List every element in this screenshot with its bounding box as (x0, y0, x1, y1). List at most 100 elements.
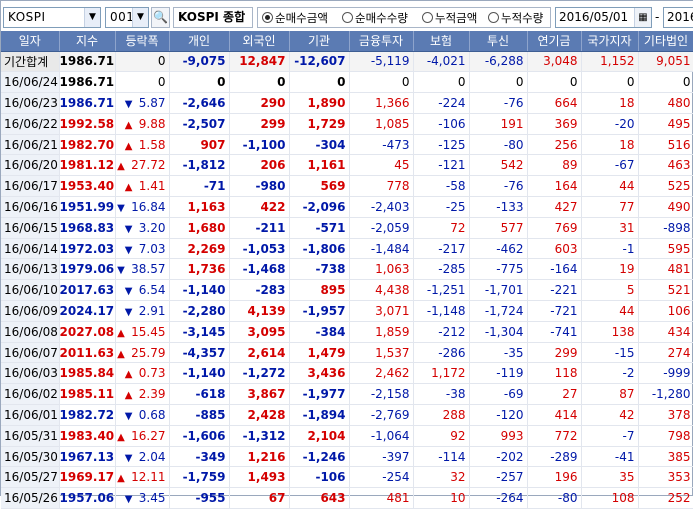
table-row[interactable]: 16/06/22 1992.58 ▲ 9.88 -2,507 299 1,729 1,085-… (1, 113, 693, 135)
column-header[interactable]: 연기금 (527, 31, 582, 52)
value-cell: 44 (581, 300, 639, 322)
end-date-field[interactable]: 2016/ (663, 7, 693, 28)
value-cell: 1,161 (289, 154, 350, 177)
down-triangle-icon: ▼ (124, 306, 133, 318)
value-cell: -224 (413, 92, 470, 114)
change-cell: ▼ 2.04 (115, 446, 170, 468)
date-cell: 16/06/20 (1, 154, 60, 177)
table-row[interactable]: 16/06/01 1982.72 ▼ 0.68 -885 2,428 -1,894 -2,76… (1, 404, 693, 426)
column-header[interactable]: 일자 (1, 31, 60, 52)
value-cell: 422 (229, 196, 290, 218)
radio-net-quantity[interactable]: 순매수수량 (342, 10, 408, 26)
table-row[interactable]: 16/06/20 1981.12 ▲ 27.72 -1,812 206 1,161 45 -12… (1, 154, 693, 177)
table-row[interactable]: 16/06/10 2017.63 ▼ 6.54 -1,140 -283 895 4,438 -1… (1, 279, 693, 302)
up-triangle-icon: ▲ (124, 390, 133, 402)
value-cell: 106 (638, 300, 693, 322)
chevron-down-icon[interactable]: ▼ (132, 8, 148, 27)
change-cell: ▼ 3.20 (115, 217, 170, 239)
value-cell: 1,085 (349, 113, 414, 135)
value-cell: 9,051 (638, 51, 693, 73)
start-date-field[interactable]: 2016/05/01 ▦ (555, 7, 652, 28)
column-header[interactable]: 투신 (469, 31, 528, 52)
index-cell: 1985.11 (59, 383, 116, 406)
table-row[interactable]: 16/06/14 1972.03 ▼ 7.03 2,269 -1,053 -1,806 -1,… (1, 238, 693, 260)
value-cell: 87 (581, 383, 639, 406)
down-triangle-icon: ▼ (124, 244, 133, 256)
calendar-icon[interactable]: ▦ (634, 8, 651, 27)
date-cell: 16/05/31 (1, 425, 60, 447)
column-header[interactable]: 국가지자 (581, 31, 639, 52)
change-value: 25.79 (131, 345, 166, 360)
column-header[interactable]: 지수 (59, 31, 116, 52)
investor-table: 일자 지수 등락폭 개인 외국인 기관 금융투자 보험 투신 연기금 국가지자 기타법인 기간합계 19… (1, 31, 693, 509)
column-header[interactable]: 개인 (169, 31, 230, 52)
value-cell: -80 (527, 487, 582, 509)
change-value: 0.73 (138, 366, 166, 381)
date-cell: 16/06/03 (1, 362, 60, 385)
up-triangle-icon: ▲ (117, 348, 125, 360)
column-header[interactable]: 기관 (289, 31, 350, 52)
column-header[interactable]: 등락폭 (115, 31, 170, 52)
table-row[interactable]: 16/05/27 1969.17 ▲ 12.11 -1,759 1,493 -106 -254… (1, 466, 693, 489)
table-row[interactable]: 16/06/16 1951.99 ▼ 16.84 1,163 422 -2,096 -2,40… (1, 196, 693, 218)
summary-row[interactable]: 기간합계 1986.71 0 -9,075 12,847 -12,607 -5,119 -4,… (1, 51, 693, 73)
radio-cumulative-quantity[interactable]: 누적수량 (488, 10, 543, 26)
code-select[interactable]: 001 ▼ (105, 7, 149, 28)
table-row[interactable]: 16/06/08 2027.08 ▲ 15.45 -3,145 3,095 -384 1,85… (1, 321, 693, 343)
value-cell: 256 (527, 134, 582, 156)
table-row[interactable]: 16/05/26 1957.06 ▼ 3.45 -955 67 643 481 10 -264 -8… (1, 487, 693, 509)
value-cell: -25 (413, 196, 470, 218)
radio-label: 누적금액 (435, 11, 478, 25)
column-header[interactable]: 외국인 (229, 31, 290, 52)
value-cell: 353 (638, 466, 693, 489)
market-select[interactable]: KOSPI ▼ (3, 7, 101, 28)
table-row[interactable]: 16/06/03 1985.84 ▲ 0.73 -1,140 -1,272 3,436 2,4… (1, 362, 693, 385)
radio-net-amount[interactable]: 순매수금액 (262, 10, 328, 26)
value-cell: 89 (527, 154, 582, 177)
table-row[interactable]: 16/06/13 1979.06 ▼ 38.57 1,736 -1,468 -738 1,06… (1, 258, 693, 281)
radio-label: 순매수수량 (355, 11, 408, 25)
value-cell: 1,890 (289, 92, 350, 114)
value-cell: 0 (527, 71, 582, 94)
value-cell: -1,812 (169, 154, 230, 177)
value-cell: -286 (413, 342, 470, 364)
table-row[interactable]: 16/06/23 1986.71 ▼ 5.87 -2,646 290 1,890 1,366-… (1, 92, 693, 114)
column-header[interactable]: 기타법인 (638, 31, 693, 52)
table-row[interactable]: 16/06/02 1985.11 ▲ 2.39 -618 3,867 -1,977 -2,15… (1, 383, 693, 406)
value-cell: 42 (581, 404, 639, 426)
value-cell: -4,021 (413, 51, 470, 73)
search-button[interactable]: 🔍 (151, 7, 170, 28)
chevron-down-icon[interactable]: ▼ (84, 8, 100, 27)
value-cell: -264 (469, 487, 528, 509)
column-header[interactable]: 보험 (413, 31, 470, 52)
table-row[interactable]: 16/06/15 1968.83 ▼ 3.20 1,680 -211 -571 -2,059 7… (1, 217, 693, 239)
value-cell: -217 (413, 238, 470, 260)
value-cell: 299 (527, 342, 582, 364)
table-row[interactable]: 16/06/09 2024.17 ▼ 2.91 -2,280 4,139 -1,957 3,0… (1, 300, 693, 322)
value-cell: -2,280 (169, 300, 230, 322)
table-row[interactable]: 16/06/24 1986.71 0 0 0 0 0 0 0 0 0 0 (1, 71, 693, 94)
radio-cumulative-amount[interactable]: 누적금액 (422, 10, 477, 26)
value-cell: 603 (527, 238, 582, 260)
table-row[interactable]: 16/05/30 1967.13 ▼ 2.04 -349 1,216 -1,246 -397-… (1, 446, 693, 468)
value-cell: -164 (527, 258, 582, 281)
value-cell: 288 (413, 404, 470, 426)
table-row[interactable]: 16/06/21 1982.70 ▲ 1.58 907 -1,100 -304 -473 -12… (1, 134, 693, 156)
value-cell: 0 (581, 71, 639, 94)
value-cell: 0 (349, 71, 414, 94)
value-cell: -1,312 (229, 425, 290, 447)
date-cell: 16/06/13 (1, 258, 60, 281)
table-row[interactable]: 16/06/07 2011.63 ▲ 25.79 -4,357 2,614 1,479 1,5… (1, 342, 693, 364)
value-cell: -462 (469, 238, 528, 260)
change-value: 16.84 (131, 199, 166, 214)
index-cell: 1986.71 (59, 51, 116, 73)
table-row[interactable]: 16/05/31 1983.40 ▲ 16.27 -1,606 -1,312 2,104 -1… (1, 425, 693, 447)
value-cell: -1,977 (289, 383, 350, 406)
table-row[interactable]: 16/06/17 1953.40 ▲ 1.41 -71 -980 569 778 -58 -76 1… (1, 175, 693, 198)
radio-icon (488, 12, 499, 23)
radio-label: 누적수량 (501, 11, 544, 25)
index-cell: 1957.06 (59, 487, 116, 509)
value-cell: 3,095 (229, 321, 290, 343)
column-header[interactable]: 금융투자 (349, 31, 414, 52)
value-cell: 72 (413, 217, 470, 239)
